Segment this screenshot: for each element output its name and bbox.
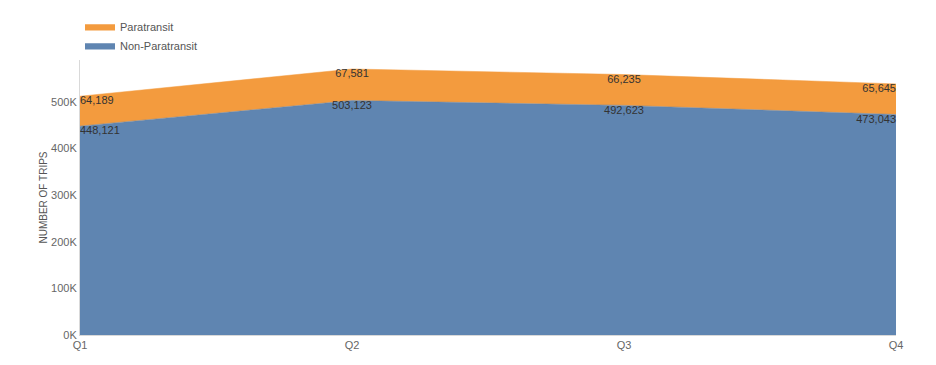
svg-text:Non-Paratransit: Non-Paratransit	[120, 40, 197, 52]
svg-text:NUMBER OF TRIPS: NUMBER OF TRIPS	[38, 151, 49, 243]
svg-text:Q3: Q3	[617, 339, 632, 351]
svg-text:Q1: Q1	[73, 339, 88, 351]
svg-text:67,581: 67,581	[335, 67, 369, 79]
svg-text:66,235: 66,235	[607, 73, 641, 85]
svg-text:Q4: Q4	[889, 339, 904, 351]
svg-text:300K: 300K	[51, 189, 77, 201]
svg-text:Q2: Q2	[345, 339, 360, 351]
svg-text:200K: 200K	[51, 236, 77, 248]
svg-text:0K: 0K	[63, 329, 77, 341]
svg-text:100K: 100K	[51, 282, 77, 294]
svg-text:400K: 400K	[51, 142, 77, 154]
svg-text:448,121: 448,121	[80, 124, 120, 136]
svg-text:473,043: 473,043	[856, 113, 896, 125]
svg-text:64,189: 64,189	[80, 94, 114, 106]
svg-text:Paratransit: Paratransit	[120, 21, 173, 33]
svg-text:500K: 500K	[51, 96, 77, 108]
svg-text:492,623: 492,623	[604, 104, 644, 116]
svg-text:503,123: 503,123	[332, 99, 372, 111]
svg-text:65,645: 65,645	[862, 82, 896, 94]
